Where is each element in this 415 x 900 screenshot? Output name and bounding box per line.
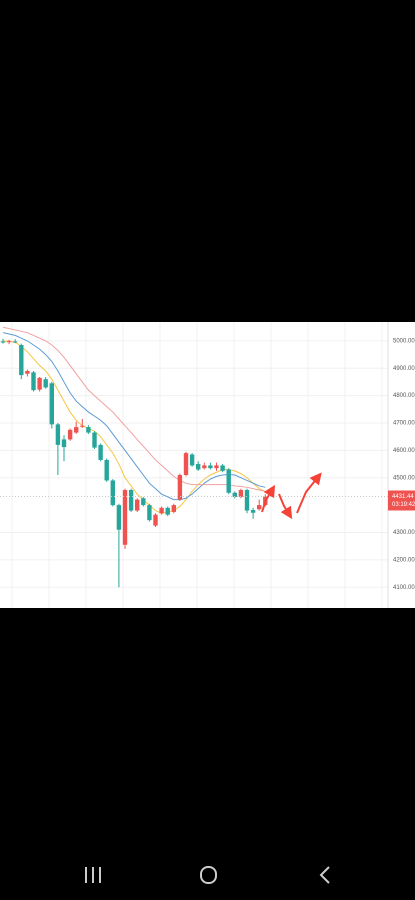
candle-body — [31, 372, 36, 391]
y-tick-label: 4300.00 — [393, 530, 415, 536]
candle-body — [0, 341, 6, 343]
current-price-label: 4431.44 — [392, 494, 414, 500]
candle-body — [98, 444, 103, 460]
plot: 4100.00 4200.00 4300.00 4500.00 4600.00 4700.… — [0, 322, 415, 608]
candle-body — [116, 505, 122, 530]
candle-body — [6, 341, 12, 343]
candle-body — [55, 424, 61, 445]
arrow — [261, 484, 276, 513]
nav-bar[interactable] — [85, 866, 330, 884]
candle-body — [214, 465, 219, 469]
moving-average — [2, 332, 266, 501]
candle-body — [165, 507, 170, 515]
home-button[interactable] — [200, 866, 217, 884]
arrow — [296, 472, 322, 514]
candle-body — [196, 464, 201, 470]
candle-body — [189, 454, 195, 466]
candle-body — [61, 439, 67, 448]
candle-body — [13, 341, 18, 343]
candle-body — [43, 379, 48, 388]
candle-body — [238, 490, 244, 497]
candle-body — [128, 490, 134, 511]
candle-body — [122, 490, 128, 545]
price-badge — [388, 490, 415, 511]
candle-body — [202, 465, 207, 469]
arrow — [278, 493, 293, 520]
y-tick-label: 4700.00 — [393, 421, 415, 427]
candle-body — [244, 490, 250, 511]
candle-body — [67, 429, 73, 440]
candle-body — [257, 505, 262, 510]
y-tick-label: 4200.00 — [393, 557, 415, 563]
candle-body — [104, 459, 109, 481]
y-tick-label: 4600.00 — [393, 448, 415, 454]
candle-body — [110, 480, 115, 506]
y-tick-label: 4100.00 — [393, 585, 415, 591]
candle-body — [226, 469, 231, 493]
candle-body — [86, 427, 91, 433]
candle-body — [177, 474, 183, 500]
candle-body — [153, 514, 158, 526]
candle-body — [19, 344, 24, 376]
candle-body — [49, 383, 54, 425]
candle-body — [220, 465, 225, 471]
candle-body — [250, 510, 256, 513]
candle-body — [141, 498, 146, 506]
candle-body — [80, 425, 85, 427]
candle-body — [159, 507, 164, 514]
y-tick-label: 4800.00 — [393, 393, 415, 399]
candle-body — [135, 499, 140, 511]
candle-body — [232, 492, 237, 497]
candle-body — [37, 377, 42, 390]
chart-area — [0, 322, 415, 608]
moving-average — [2, 326, 266, 492]
candle-body — [92, 432, 97, 448]
y-tick-label: 4500.00 — [393, 475, 415, 481]
countdown-label: 03:19:42 — [392, 502, 415, 508]
drawn-arrows — [261, 472, 322, 520]
candle-body — [208, 465, 213, 469]
y-tick-label: 5000.00 — [393, 338, 415, 344]
y-tick-label: 4900.00 — [393, 366, 415, 372]
candle-body — [74, 427, 79, 433]
back-button[interactable] — [319, 866, 330, 884]
candle-body — [171, 505, 176, 512]
candle-body — [183, 453, 189, 475]
candle-body — [25, 370, 30, 374]
candle-body — [147, 505, 152, 521]
